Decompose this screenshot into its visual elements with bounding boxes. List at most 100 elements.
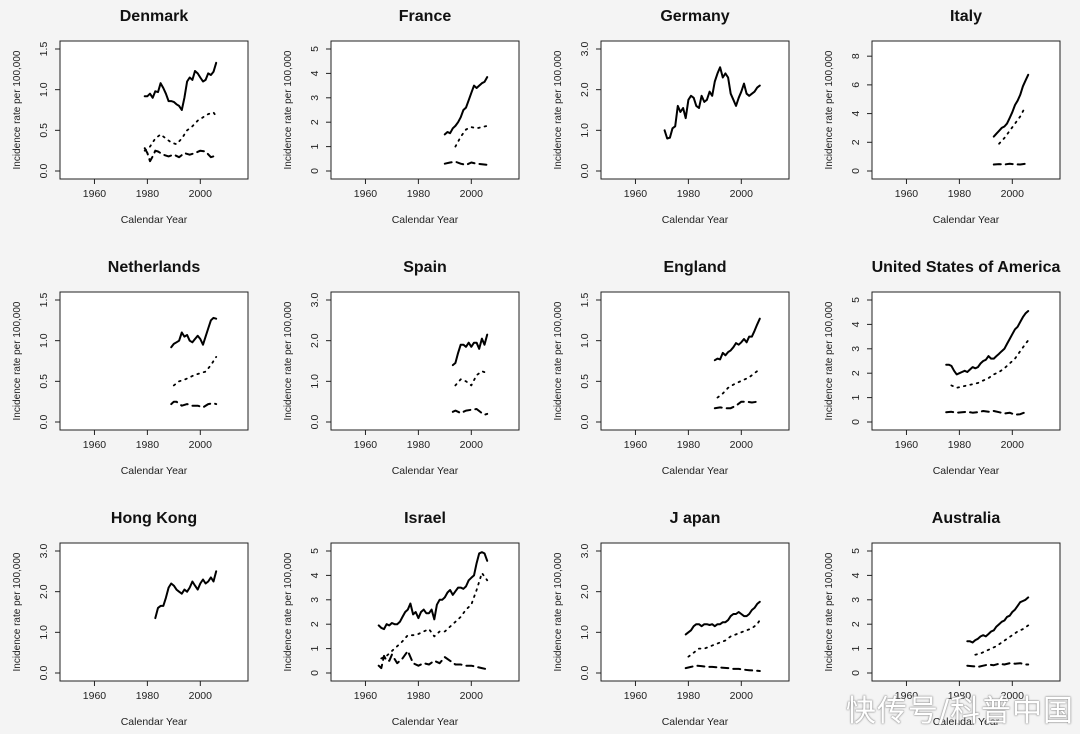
y-tick-label: 0 [309,168,321,174]
y-tick-label: 0 [309,670,321,676]
series-line-dashed [966,662,1030,668]
series-line-dotted [380,572,489,660]
y-tick-label: 2 [850,139,862,145]
x-tick-label: 1980 [136,188,160,200]
y-tick-label: 2 [309,621,321,627]
y-tick-label: 0.0 [309,415,321,430]
y-tick-label: 4 [850,111,862,117]
y-tick-label: 1.0 [309,374,321,389]
x-tick-label: 2000 [730,188,754,200]
x-tick-label: 1980 [407,188,431,200]
series-line-dashed [377,650,489,671]
x-tick-label: 1980 [948,690,972,702]
y-axis-label: Incidence rate per 100,000 [12,50,23,169]
plot-frame [330,40,520,180]
y-tick-label: 1 [309,144,321,150]
x-axis-label: Calendar Year [121,465,188,477]
series-line-solid [170,316,218,349]
x-axis-label: Calendar Year [933,716,1000,728]
x-tick-label: 2000 [460,188,484,200]
y-axis-label: Incidence rate per 100,000 [283,552,294,671]
panel-hong-kong: Hong Kong 1960 1980 2000 0.0 1.0 2.0 3.0 Calenda… [12,510,249,728]
x-axis-label: Calendar Year [933,214,1000,226]
panel-title: Spain [403,259,447,276]
series-line-dashed [143,147,218,163]
y-axis-label: Incidence rate per 100,000 [553,50,564,169]
y-tick-label: 2.0 [579,82,591,97]
y-tick-label: 2.0 [579,584,591,599]
plot-frame [330,291,520,431]
y-tick-label: 3.0 [579,544,591,559]
plot-frame [600,542,790,682]
y-tick-label: 1.5 [38,42,50,57]
panel-title: Netherlands [108,259,201,276]
y-tick-label: 1.0 [579,123,591,138]
y-tick-label: 5 [850,548,862,554]
y-tick-label: 2 [850,621,862,627]
y-tick-label: 0.5 [38,374,50,389]
y-tick-label: 3.0 [309,293,321,308]
x-tick-label: 1960 [624,690,648,702]
panel-title: Israel [404,510,446,527]
y-tick-label: 2.0 [38,584,50,599]
x-axis-label: Calendar Year [662,214,729,226]
y-tick-label: 0.5 [579,374,591,389]
x-axis-label: Calendar Year [121,716,188,728]
x-tick-label: 1960 [354,690,378,702]
x-tick-label: 2000 [730,439,754,451]
series-line-solid [451,333,489,367]
series-line-dotted [950,339,1030,389]
y-tick-label: 1.0 [38,333,50,348]
panel-title: Denmark [120,8,189,25]
x-tick-label: 2000 [460,690,484,702]
y-tick-label: 2.0 [309,333,321,348]
y-tick-label: 0.0 [38,164,50,179]
y-tick-label: 1.5 [38,293,50,308]
x-tick-label: 1980 [407,439,431,451]
y-tick-label: 3 [309,597,321,603]
y-tick-label: 0.0 [579,666,591,681]
y-tick-label: 4 [309,572,321,578]
y-tick-label: 4 [850,572,862,578]
series-line-dashed [945,410,1027,416]
y-tick-label: 3 [850,346,862,352]
panel-germany: Germany 1960 1980 2000 0.0 1.0 2.0 3.0 Calendar … [553,8,790,226]
y-tick-label: 6 [850,82,862,88]
y-tick-label: 3 [850,597,862,603]
x-tick-label: 1980 [677,439,701,451]
panel-israel: Israel 1960 1980 2000 0 1 2 3 4 5 Calendar Year Inc… [283,510,520,728]
panel-united-states-of-america: United States of America 1960 1980 2000 0 1 2 3… [824,259,1061,477]
panel-title: England [663,259,726,276]
y-tick-label: 3.0 [38,544,50,559]
y-tick-label: 0 [850,419,862,425]
series-line-solid [663,66,761,140]
panel-england: England 1960 1980 2000 0.0 0.5 1.0 1.5 Calendar … [553,259,790,477]
panel-title: France [399,8,452,25]
plot-frame [600,40,790,180]
x-tick-label: 1960 [624,439,648,451]
x-tick-label: 1980 [948,188,972,200]
series-line-dashed [443,160,489,166]
y-axis-label: Incidence rate per 100,000 [553,301,564,420]
panel-title: Germany [660,8,729,25]
y-axis-label: Incidence rate per 100,000 [824,50,835,169]
panel-italy: Italy 1960 1980 2000 0 2 4 6 8 Calendar Year Incid… [824,8,1061,226]
x-tick-label: 1980 [948,439,972,451]
y-tick-label: 0.5 [38,123,50,138]
y-tick-label: 8 [850,53,862,59]
y-tick-label: 5 [850,297,862,303]
y-tick-label: 1.0 [38,82,50,97]
series-line-solid [992,73,1030,138]
series-line-solid [684,600,761,636]
y-tick-label: 5 [309,46,321,52]
x-axis-label: Calendar Year [662,465,729,477]
plot-frame [600,291,790,431]
x-tick-label: 1960 [624,188,648,200]
plot-frame [59,542,249,682]
y-tick-label: 1.0 [579,333,591,348]
panel-australia: Australia 1960 1980 2000 0 1 2 3 4 5 Calendar Year… [824,510,1061,728]
y-tick-label: 2 [850,370,862,376]
x-tick-label: 1980 [136,690,160,702]
panel-title: Hong Kong [111,510,197,527]
